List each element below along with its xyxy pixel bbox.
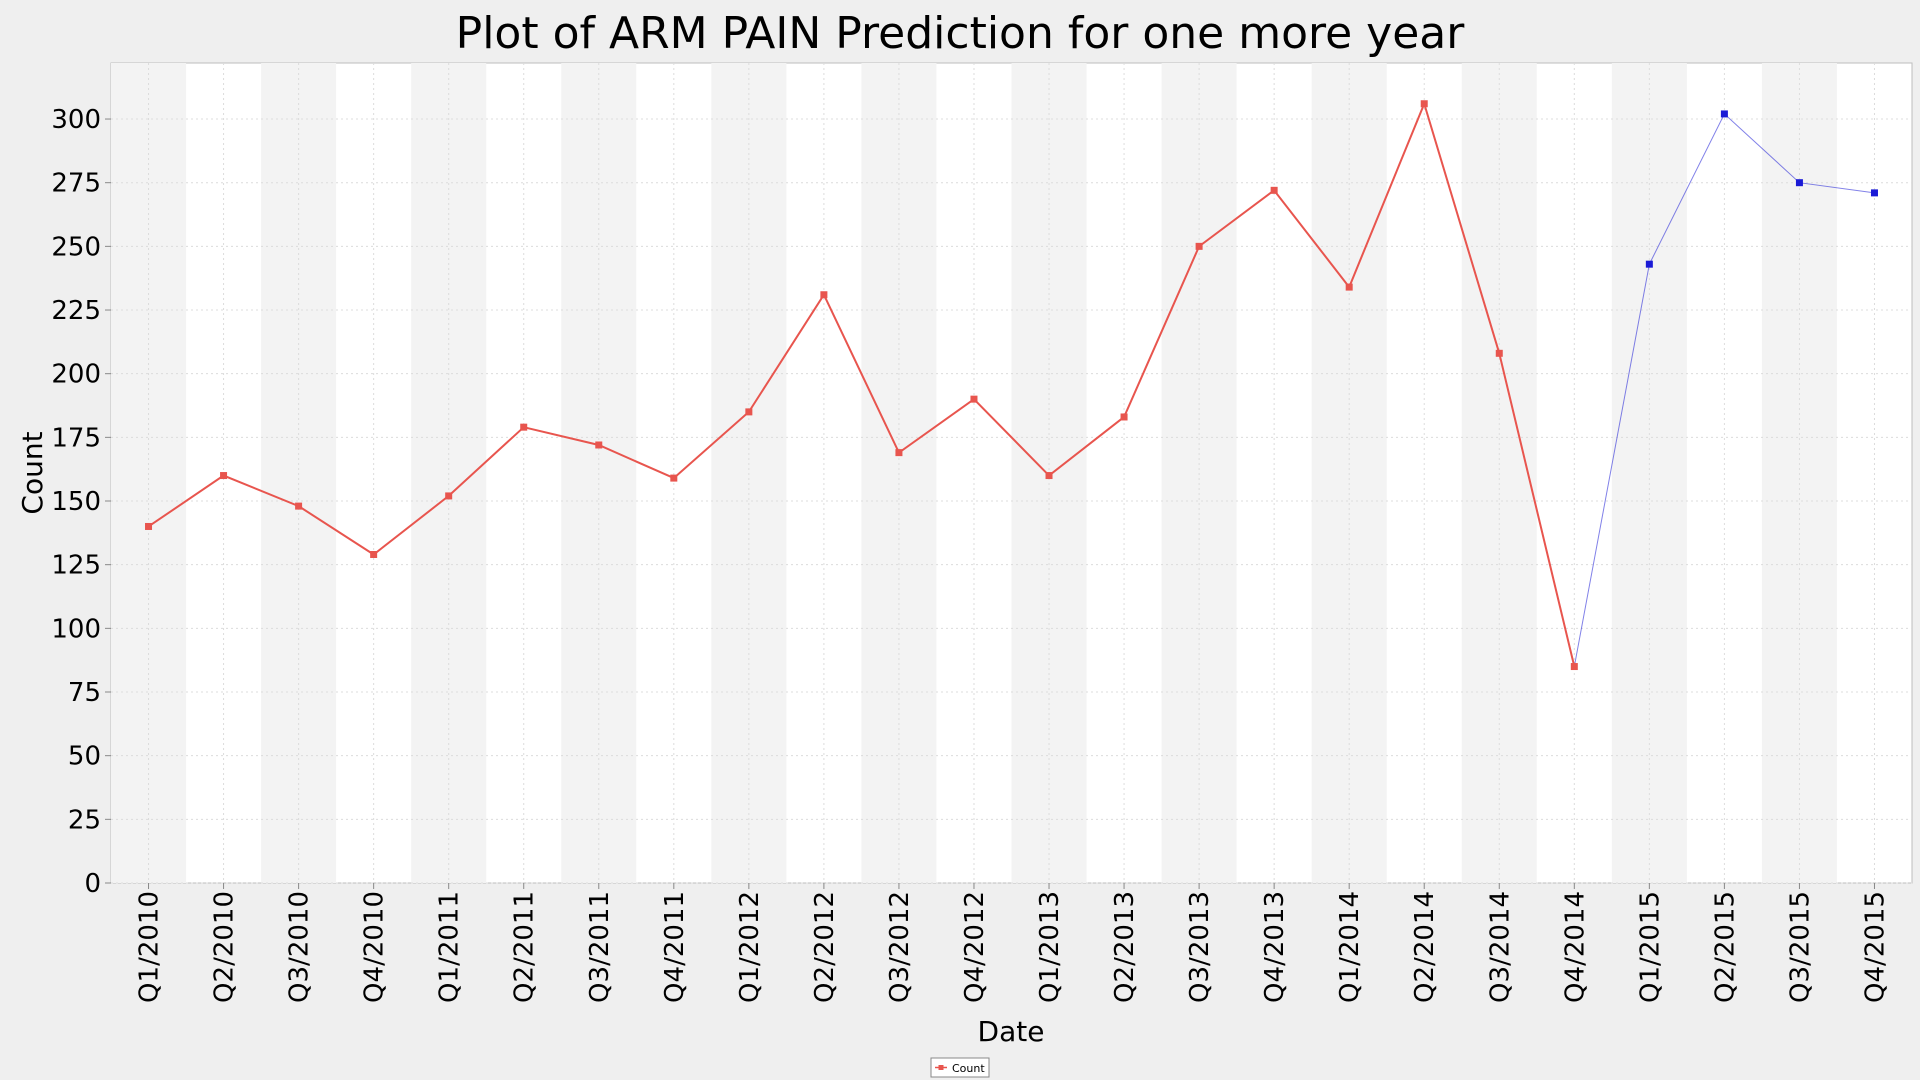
data-point: [895, 449, 903, 457]
x-tick-label: Q2/2015: [1710, 891, 1740, 1003]
x-tick-label: Q2/2011: [510, 891, 540, 1003]
legend-label: Count: [952, 1062, 985, 1075]
legend-swatch-marker: [938, 1065, 944, 1070]
data-point: [1345, 283, 1353, 291]
x-tick-label: Q4/2012: [960, 891, 990, 1003]
y-tick-label: 175: [51, 423, 101, 453]
y-tick-label: 300: [51, 105, 101, 135]
x-tick-label: Q2/2010: [210, 891, 240, 1003]
legend-box: [930, 1057, 990, 1078]
x-tick-label: Q2/2012: [810, 891, 840, 1003]
y-axis: 0 25 50 75 100 125 150 175 200 225 250 275 300: [51, 105, 111, 899]
x-tick-label: Q1/2014: [1335, 891, 1365, 1003]
x-tick-label: Q3/2012: [885, 891, 915, 1003]
data-point: [220, 472, 228, 480]
y-tick-label: 250: [51, 232, 101, 262]
gridlines: [111, 63, 1912, 884]
data-point: [295, 502, 303, 510]
data-point: [1570, 663, 1578, 671]
data-point: [1195, 242, 1203, 250]
y-tick-label: 0: [84, 869, 101, 899]
x-tick-label: Q4/2015: [1860, 891, 1890, 1003]
x-tick-label: Q4/2013: [1260, 891, 1290, 1003]
data-point: [1420, 100, 1428, 108]
data-point: [1795, 179, 1803, 187]
data-point: [445, 492, 453, 500]
y-tick-label: 150: [51, 487, 101, 517]
data-point: [1645, 260, 1653, 268]
x-tick-label: Q2/2013: [1110, 891, 1140, 1003]
data-point: [820, 291, 828, 299]
y-tick-label: 100: [51, 614, 101, 644]
y-axis-label: Count: [16, 431, 49, 514]
data-point: [520, 423, 528, 431]
data-point: [1720, 110, 1728, 118]
x-tick-label: Q3/2014: [1485, 891, 1515, 1003]
data-point: [1120, 413, 1128, 421]
x-tick-label: Q3/2010: [285, 891, 315, 1003]
x-tick-label: Q4/2014: [1560, 891, 1590, 1003]
y-tick-label: 225: [51, 296, 101, 326]
series-line-0: [147, 100, 1576, 667]
x-tick-label: Q1/2015: [1635, 891, 1665, 1003]
data-point: [370, 550, 378, 558]
data-point: [1045, 472, 1053, 480]
data-point: [670, 474, 678, 482]
chart-title: Plot of ARM PAIN Prediction for one more…: [456, 8, 1466, 59]
x-tick-label: Q1/2012: [735, 891, 765, 1003]
y-tick-label: 50: [68, 742, 101, 772]
x-tick-label: Q3/2013: [1185, 891, 1215, 1003]
x-tick-label: Q4/2010: [360, 891, 390, 1003]
data-point: [1495, 349, 1503, 357]
y-tick-label: 25: [68, 805, 101, 835]
y-tick-label: 275: [51, 169, 101, 199]
x-axis: Q1/2010 Q2/2010 Q3/2010 Q4/2010 Q1/2011 Q2/20…: [135, 883, 1890, 1003]
x-tick-label: Q2/2014: [1410, 891, 1440, 1003]
y-tick-label: 200: [51, 360, 101, 390]
data-point: [145, 522, 153, 530]
x-tick-label: Q3/2015: [1785, 891, 1815, 1003]
x-tick-label: Q1/2011: [435, 891, 465, 1003]
y-tick-label: 125: [51, 551, 101, 581]
data-point: [1870, 189, 1878, 197]
x-tick-label: Q4/2011: [660, 891, 690, 1003]
legend: Count: [930, 1057, 990, 1078]
series-points: [145, 100, 1878, 671]
y-tick-label: 75: [68, 678, 101, 708]
x-tick-label: Q1/2010: [135, 891, 165, 1003]
data-point: [745, 408, 753, 416]
data-point: [970, 395, 978, 403]
data-point: [595, 441, 603, 449]
x-axis-label: Date: [978, 1015, 1045, 1048]
data-point: [1270, 186, 1278, 194]
x-tick-label: Q1/2013: [1035, 891, 1065, 1003]
x-tick-label: Q3/2011: [585, 891, 615, 1003]
